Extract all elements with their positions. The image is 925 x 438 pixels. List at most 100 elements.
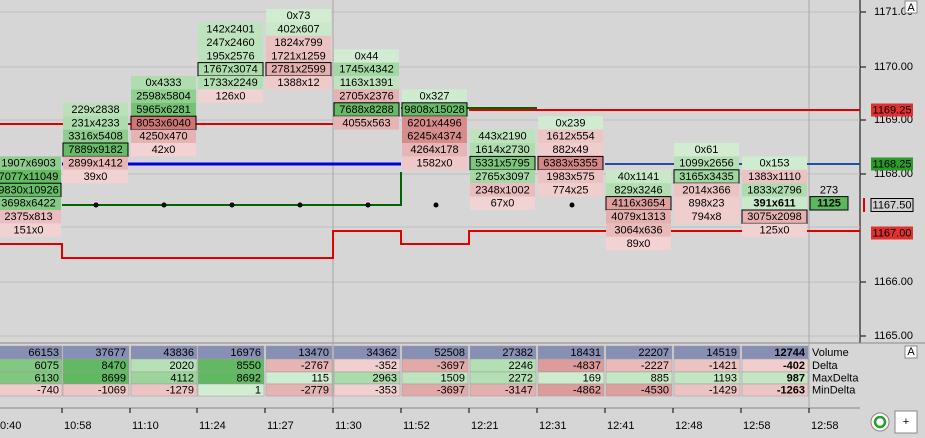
summary-value: -1279 [166, 384, 194, 396]
cell-label: 39x0 [84, 171, 108, 183]
cell-label: 2014x366 [682, 184, 730, 196]
footprint-cell [538, 116, 603, 130]
footprint-cell [63, 169, 128, 184]
cell-label: 0x327 [420, 91, 450, 103]
summary-row-label: MaxDelta [812, 372, 859, 384]
footprint-cell [470, 143, 535, 157]
summary-value: -2779 [301, 384, 329, 396]
summary-value: 6075 [35, 360, 59, 372]
refresh-button[interactable] [870, 412, 890, 432]
cell-label: 1388x12 [277, 77, 319, 89]
footprint-cell [334, 62, 399, 76]
summary-cell [401, 383, 469, 397]
summary-cell [605, 383, 673, 397]
summary-value: 12744 [774, 347, 805, 359]
dot [433, 202, 439, 208]
summary-value: -3147 [505, 384, 533, 396]
cell-label: 7889x9182 [68, 144, 122, 156]
cell-label: 67x0 [491, 198, 515, 210]
scale-button [904, 0, 918, 14]
footprint-cell [0, 182, 62, 198]
scale-button [904, 345, 918, 359]
summary-cell [265, 383, 333, 397]
price-label: 1170.00 [874, 61, 913, 73]
cell-label: 0x73 [287, 10, 311, 22]
summary-cell [741, 383, 809, 397]
price-label: 1165.00 [874, 330, 913, 342]
time-label: 11:27 [267, 420, 294, 432]
dot [365, 202, 371, 208]
cell-label: 3075x2098 [747, 211, 801, 223]
footprint-cell [606, 169, 671, 184]
footprint-cell [334, 116, 399, 130]
add-button[interactable] [894, 410, 918, 434]
cell-label: 0x44 [355, 50, 379, 62]
cell-label: 2781x2599 [271, 64, 325, 76]
time-label: 12:31 [539, 420, 567, 432]
cell-label: 126x0 [216, 91, 246, 103]
cell-label: 1383x1110 [748, 171, 801, 183]
time-label: 11:10 [132, 420, 159, 432]
footprint-cell [538, 143, 603, 157]
footprint-cell [402, 156, 467, 170]
summary-value: -402 [783, 360, 805, 372]
cell-label: 2765x3097 [475, 171, 529, 183]
summary-value: 13470 [298, 347, 329, 359]
cell-label: 9830x10926 [0, 184, 59, 196]
scale-button-label: A [907, 2, 915, 14]
summary-value: 1 [255, 384, 261, 396]
cell-label: 4055x563 [342, 117, 390, 129]
cell-label: 0x153 [760, 158, 790, 170]
footprint-cell [198, 35, 263, 50]
time-label: 10:58 [64, 420, 92, 432]
time-axis: 0:40 10:58 11:10 11:24 11:27 11:30 11:52 12:21 1… [0, 408, 839, 432]
summary-value: 14519 [706, 347, 737, 359]
cell-label: 1733x2249 [203, 77, 257, 89]
summary-value: 2246 [509, 360, 533, 372]
cell-label: 3316x5408 [68, 131, 122, 143]
footprint-cell [810, 183, 848, 197]
price-marker-label: 1168.25 [873, 158, 912, 170]
footprint-cell [470, 169, 535, 184]
cell-label: 1582x0 [416, 158, 452, 170]
footprint-cell [402, 143, 467, 157]
price-marker [871, 157, 913, 171]
summary-row-label: Delta [812, 360, 839, 372]
summary-value: 115 [311, 372, 329, 384]
summary-value: -2767 [301, 360, 329, 372]
cell-label: 0x4333 [145, 77, 181, 89]
summary-value: 8470 [102, 360, 126, 372]
time-label: 11:52 [403, 420, 430, 432]
dot [161, 202, 167, 208]
cell-label: 231x4233 [71, 117, 119, 129]
summary-value: 34362 [366, 347, 397, 359]
cell-label: 6245x4374 [407, 131, 461, 143]
cell-label: 829x3246 [614, 184, 662, 196]
summary-value: -1421 [709, 360, 737, 372]
summary-value: 2963 [373, 372, 397, 384]
cell-label: 151x0 [14, 225, 44, 237]
summary-cell [469, 383, 537, 397]
refresh-icon [873, 415, 887, 429]
footprint-cell [0, 223, 61, 237]
footprint-cell [538, 169, 603, 184]
time-label: 11:30 [335, 420, 362, 432]
cell-label: 391x611 [753, 198, 795, 210]
summary-value: -353 [375, 384, 397, 396]
cell-label: 9808x15028 [404, 104, 465, 116]
cell-label: 4079x1313 [611, 211, 665, 223]
summary-value: -1069 [98, 384, 126, 396]
summary-value: -4862 [573, 384, 601, 396]
cell-label: 1099x2656 [679, 158, 733, 170]
summary-row-label: MinDelta [812, 384, 856, 396]
cell-label: 1614x2730 [475, 144, 529, 156]
cell-label: 1612x554 [546, 131, 594, 143]
summary-value: 2272 [509, 372, 533, 384]
cell-label: 6383x5355 [543, 158, 597, 170]
footprint-cell [266, 76, 331, 90]
footprint-cell [334, 76, 399, 90]
cell-label: 89x0 [627, 238, 651, 250]
footprint-cell [130, 115, 197, 131]
footprint-cell [334, 89, 399, 103]
price-label: 1168.00 [874, 168, 913, 180]
